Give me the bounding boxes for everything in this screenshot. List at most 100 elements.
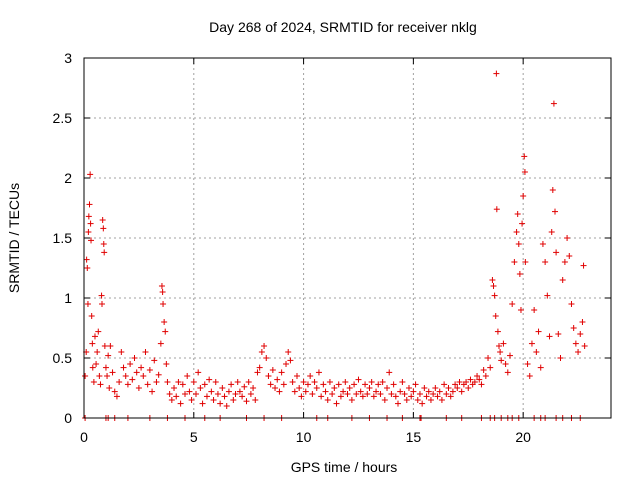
data-point bbox=[366, 385, 373, 391]
data-point bbox=[171, 385, 178, 391]
data-point bbox=[465, 385, 472, 391]
y-tick-label: 2 bbox=[64, 170, 72, 186]
data-point bbox=[564, 235, 571, 241]
data-point bbox=[403, 397, 410, 403]
data-point bbox=[234, 379, 241, 385]
data-point bbox=[379, 379, 386, 385]
data-point bbox=[201, 381, 208, 388]
data-point bbox=[163, 361, 170, 367]
data-point bbox=[561, 259, 568, 265]
data-point bbox=[83, 256, 90, 263]
data-point bbox=[144, 381, 151, 388]
data-point bbox=[230, 397, 237, 403]
data-point bbox=[471, 379, 478, 385]
data-point bbox=[118, 349, 125, 355]
data-point bbox=[84, 265, 91, 271]
data-point bbox=[342, 379, 349, 385]
data-point bbox=[524, 361, 531, 367]
data-point bbox=[566, 253, 573, 259]
data-point bbox=[449, 388, 456, 395]
data-point bbox=[175, 379, 182, 385]
data-point bbox=[331, 385, 338, 391]
data-point bbox=[375, 381, 382, 388]
data-point bbox=[359, 393, 366, 400]
data-point bbox=[99, 301, 106, 307]
x-tick-label: 0 bbox=[80, 429, 88, 445]
data-point bbox=[280, 381, 287, 388]
data-point bbox=[261, 343, 268, 349]
data-point bbox=[553, 249, 560, 256]
data-point bbox=[265, 373, 272, 379]
data-point bbox=[82, 373, 89, 379]
data-point bbox=[500, 340, 507, 347]
data-point bbox=[212, 379, 219, 385]
data-point bbox=[482, 373, 489, 379]
data-point bbox=[131, 355, 138, 361]
data-point bbox=[285, 349, 292, 355]
data-point bbox=[192, 391, 199, 397]
data-point bbox=[111, 388, 118, 395]
data-point bbox=[223, 403, 230, 409]
data-point bbox=[548, 229, 555, 235]
data-point bbox=[568, 301, 575, 307]
data-point bbox=[274, 376, 281, 383]
data-point bbox=[146, 367, 153, 373]
data-point bbox=[116, 379, 123, 385]
data-point bbox=[88, 237, 95, 244]
data-point bbox=[243, 398, 250, 405]
grid bbox=[84, 58, 611, 418]
data-point bbox=[447, 393, 454, 400]
data-point bbox=[454, 385, 461, 391]
data-point bbox=[526, 373, 533, 379]
data-point bbox=[86, 201, 93, 208]
data-point bbox=[326, 379, 333, 385]
data-point bbox=[166, 391, 173, 397]
data-point bbox=[514, 211, 521, 217]
data-point bbox=[430, 391, 437, 397]
data-point bbox=[355, 376, 362, 383]
data-point bbox=[100, 225, 107, 232]
data-point bbox=[206, 376, 213, 383]
data-point bbox=[539, 241, 546, 247]
data-point bbox=[307, 373, 314, 379]
data-point bbox=[203, 393, 210, 400]
data-point bbox=[412, 381, 419, 388]
data-point bbox=[493, 206, 500, 213]
y-tick-label: 2.5 bbox=[53, 110, 73, 126]
data-point bbox=[346, 385, 353, 391]
data-point bbox=[570, 325, 577, 331]
data-point bbox=[458, 388, 465, 395]
plot-frame bbox=[83, 57, 612, 419]
data-point bbox=[480, 367, 487, 373]
data-point bbox=[96, 373, 103, 379]
data-point bbox=[490, 283, 497, 289]
data-point bbox=[91, 333, 98, 340]
data-point bbox=[101, 249, 108, 256]
data-point bbox=[232, 391, 239, 397]
x-tick-label: 15 bbox=[406, 429, 422, 445]
data-point bbox=[210, 397, 217, 403]
data-point bbox=[186, 388, 193, 395]
data-point bbox=[388, 391, 395, 397]
data-point bbox=[550, 100, 557, 107]
data-point bbox=[162, 328, 169, 335]
data-point bbox=[105, 352, 112, 359]
data-point bbox=[85, 229, 92, 235]
data-point bbox=[421, 385, 428, 391]
data-point bbox=[293, 373, 300, 379]
y-tick-label: 0 bbox=[64, 410, 72, 426]
data-point bbox=[188, 397, 195, 403]
data-point bbox=[456, 379, 463, 385]
data-point bbox=[419, 400, 426, 407]
data-point bbox=[392, 393, 399, 400]
data-point bbox=[149, 388, 156, 395]
data-point bbox=[221, 393, 228, 400]
data-point bbox=[408, 393, 415, 400]
data-point bbox=[87, 220, 94, 227]
data-point bbox=[129, 376, 136, 383]
data-point bbox=[142, 349, 149, 355]
data-point bbox=[485, 355, 492, 361]
data-point bbox=[315, 369, 322, 376]
data-point bbox=[94, 349, 101, 355]
data-point bbox=[107, 343, 114, 349]
